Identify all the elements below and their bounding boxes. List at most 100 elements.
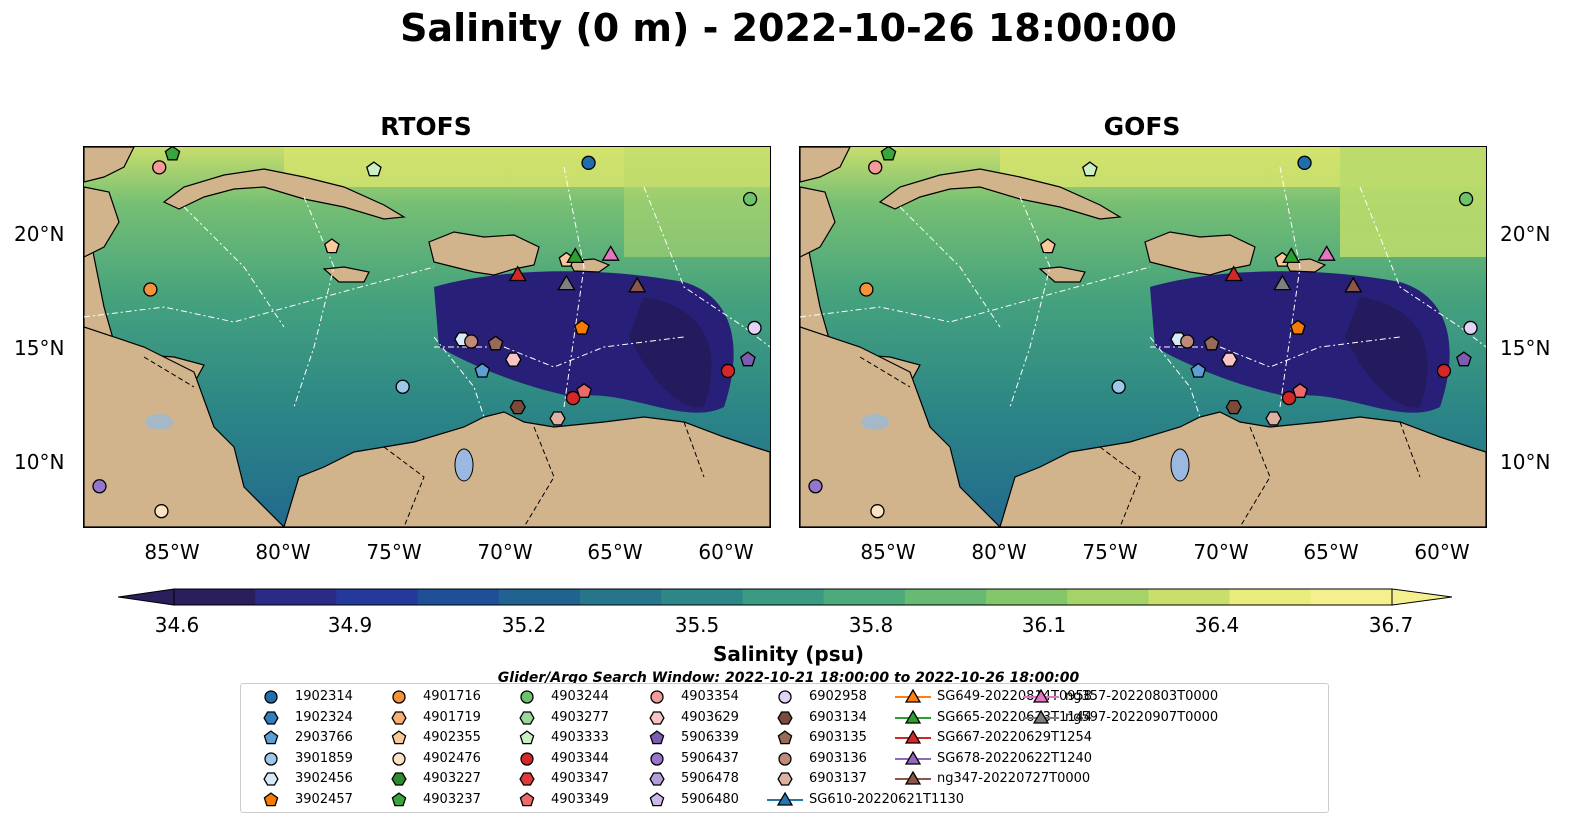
obs-marker-3901859 [1111, 379, 1126, 394]
legend-label: 4901716 [423, 689, 481, 704]
y-tick-20n-left: 20°N [14, 222, 65, 246]
obs-marker-4903333 [1082, 161, 1098, 177]
eez-boundary [1359, 186, 1486, 348]
legend-label: 4903277 [551, 709, 609, 725]
obs-marker-3901859 [395, 379, 410, 394]
obs-marker-6902958 [1463, 320, 1478, 336]
legend-label: 3902456 [295, 771, 353, 786]
obs-marker-SG665-20220623T1144 [1282, 247, 1301, 264]
map-rtofs[interactable] [83, 146, 771, 528]
legend-marker [649, 772, 665, 786]
country-border [383, 446, 425, 527]
y-tick-10n-right: 10°N [1500, 450, 1551, 474]
obs-marker-6903135 [1203, 335, 1220, 351]
landmass [84, 326, 285, 527]
eez-boundary [433, 336, 485, 418]
obs-marker-4903349 [1292, 382, 1308, 398]
map-gofs[interactable] [799, 146, 1487, 528]
landmass [428, 231, 540, 276]
legend-label: ng347-20220727T0000 [937, 771, 1091, 786]
eez-boundary [899, 206, 1001, 328]
colorbar-tick: 34.9 [327, 613, 373, 637]
legend-marker [391, 710, 407, 725]
landmass [878, 168, 1122, 220]
legend-label: ng357-20220803T0000 [1065, 689, 1219, 704]
legend-marker [264, 751, 278, 766]
colorbar-label: Salinity (psu) [712, 642, 864, 666]
panel-title-gofs: GOFS [1103, 112, 1181, 141]
legend-marker [391, 772, 407, 786]
x-tick-75w-right: 75°W [1082, 540, 1138, 564]
obs-marker-6903134 [509, 399, 526, 415]
eez-boundary [1009, 196, 1051, 408]
obs-marker-2903766 [1190, 362, 1207, 378]
y-tick-10n-left: 10°N [14, 450, 65, 474]
colorbar-segment [255, 589, 337, 605]
low-salinity-region [1345, 297, 1428, 408]
legend-marker [263, 772, 279, 786]
obs-marker-4901716 [143, 282, 158, 297]
figure-title: Salinity (0 m) - 2022-10-26 18:00:00 [400, 6, 1177, 50]
obs-marker-4903354 [152, 160, 167, 175]
legend-label: 3901859 [295, 750, 353, 766]
landmass [84, 147, 135, 183]
legend-marker [520, 690, 534, 704]
colorbar-segment [580, 589, 662, 605]
legend-marker [649, 791, 665, 806]
colorbar-segment [904, 589, 987, 605]
panel-title-rtofs: RTOFS [380, 112, 472, 141]
legend-label: 6903135 [809, 730, 867, 745]
obs-marker-4902355 [323, 238, 340, 254]
x-tick-60w-left: 60°W [698, 540, 754, 564]
x-tick-75w-left: 75°W [366, 540, 422, 564]
legend-marker [519, 730, 535, 745]
eez-boundary [1150, 336, 1401, 368]
colorbar-segment [1148, 589, 1231, 605]
legend-label: SG678-20220622T1240 [937, 750, 1093, 766]
obs-marker-4903344 [1281, 390, 1297, 406]
eez-boundary [293, 196, 335, 408]
obs-marker-4901716 [859, 282, 874, 297]
obs-marker-ng347-20220727T0000 [628, 276, 647, 293]
legend-label: 4903347 [551, 771, 609, 786]
obs-marker-4903237 [164, 147, 181, 161]
eez-boundary [800, 266, 1151, 323]
lake-nicaragua [145, 414, 173, 430]
landmass [800, 186, 836, 258]
colorbar-tick: 36.1 [1021, 613, 1067, 637]
obs-marker-6903137 [549, 411, 566, 426]
colorbar-tick: 34.6 [154, 613, 200, 637]
colorbar-segment [986, 589, 1068, 605]
legend-marker [904, 770, 922, 785]
legend-label: 6903136 [809, 750, 867, 766]
legend-marker [519, 791, 535, 806]
obs-marker-4903344 [565, 390, 581, 406]
obs-marker-1902314 [581, 155, 596, 170]
obs-marker-4903354 [868, 160, 883, 175]
colorbar-segment [174, 589, 256, 605]
obs-marker-4902355 [1039, 238, 1056, 254]
landmass [162, 168, 406, 220]
obs-marker-6903137 [1265, 411, 1282, 426]
colorbar [118, 588, 1452, 606]
x-tick-65w-left: 65°W [587, 540, 643, 564]
obs-marker-3902457 [574, 319, 590, 335]
y-tick-15n-right: 15°N [1500, 336, 1551, 360]
legend-marker [263, 710, 279, 725]
legend-label: 5906437 [681, 750, 739, 766]
legend-label: 4902355 [423, 730, 481, 745]
legend-label: SG667-20220629T1254 [937, 730, 1093, 745]
search-window-text: Glider/Argo Search Window: 2022-10-21 18… [497, 670, 1080, 686]
obs-marker-4903244 [1458, 191, 1474, 207]
legend-label: 4903333 [551, 730, 609, 745]
legend-marker [649, 730, 665, 745]
colorbar-frame [173, 588, 1393, 606]
colorbar-tick: 35.2 [501, 613, 547, 637]
legend-label: 4903237 [423, 791, 481, 807]
legend-label: 5906478 [681, 771, 739, 786]
obs-marker-4903344 [1436, 363, 1452, 379]
x-tick-80w-right: 80°W [971, 540, 1027, 564]
colorbar-segment [823, 589, 906, 605]
legend-label: 4903349 [551, 791, 609, 807]
eez-boundary [643, 186, 770, 348]
